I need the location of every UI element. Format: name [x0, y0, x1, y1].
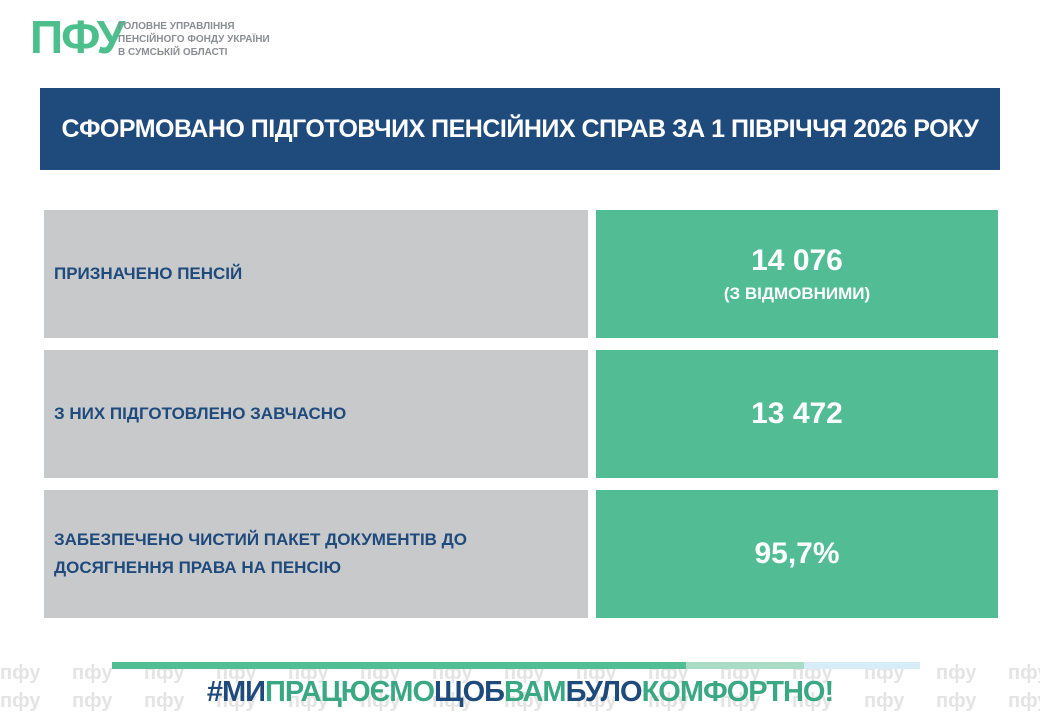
row-value: 95,7% — [596, 490, 998, 618]
bar-segment — [112, 662, 686, 669]
watermark-text: пфу — [360, 690, 401, 712]
row-label: ЗАБЕЗПЕЧЕНО ЧИСТИЙ ПАКЕТ ДОКУМЕНТІВ ДО Д… — [44, 490, 588, 618]
row-label: ПРИЗНАЧЕНО ПЕНСІЙ — [44, 210, 588, 338]
value-text: 14 076 — [751, 244, 843, 277]
label-text: З НИХ ПІДГОТОВЛЕНО ЗАВЧАСНО — [54, 404, 347, 423]
watermark-text: пфу — [0, 662, 41, 684]
row-value: 14 076 (З ВІДМОВНИМИ) — [596, 210, 998, 338]
org-name: ГОЛОВНЕ УПРАВЛІННЯ ПЕНСІЙНОГО ФОНДУ УКРА… — [118, 20, 270, 59]
watermark-text: пфу — [936, 662, 977, 684]
watermark-text: пфу — [0, 690, 41, 712]
watermark-text: пфу — [648, 690, 689, 712]
logo: ПФУ — [30, 11, 125, 63]
watermark-text: пфу — [72, 690, 113, 712]
watermark-text: пфу — [720, 690, 761, 712]
value-text: 13 472 — [751, 397, 843, 430]
label-text: ПРИЗНАЧЕНО ПЕНСІЙ — [54, 264, 243, 283]
label-text: ЗАБЕЗПЕЧЕНО ЧИСТИЙ ПАКЕТ ДОКУМЕНТІВ ДО Д… — [54, 530, 468, 577]
org-line: ГОЛОВНЕ УПРАВЛІННЯ — [118, 21, 235, 32]
watermark-text: пфу — [792, 690, 833, 712]
hashtag-word: БУЛО — [565, 676, 643, 708]
watermark-text: пфу — [432, 690, 473, 712]
hashtag-word: КОМФОРТНО! — [641, 676, 835, 708]
hashtag-word: #МИ — [206, 676, 266, 708]
bar-segment — [804, 662, 920, 669]
watermark-text: пфу — [936, 690, 977, 712]
row-value: 13 472 — [596, 350, 998, 478]
watermark-text: пфу — [144, 690, 185, 712]
hashtag-word: ВАМ — [503, 676, 567, 708]
title: СФОРМОВАНО ПІДГОТОВЧИХ ПЕНСІЙНИХ СПРАВ З… — [61, 114, 979, 143]
value-note: (З ВІДМОВНИМИ) — [723, 284, 871, 303]
org-line: В СУМСЬКІЙ ОБЛАСТІ — [118, 47, 228, 58]
watermark-text: пфу — [216, 690, 257, 712]
org-line: ПЕНСІЙНОГО ФОНДУ УКРАЇНИ — [118, 34, 270, 45]
watermark-text: пфу — [504, 690, 545, 712]
watermark-text: пфу — [72, 662, 113, 684]
title-bar: СФОРМОВАНО ПІДГОТОВЧИХ ПЕНСІЙНИХ СПРАВ З… — [40, 88, 1000, 170]
row-label: З НИХ ПІДГОТОВЛЕНО ЗАВЧАСНО — [44, 350, 588, 478]
watermark-text: пфу — [288, 690, 329, 712]
watermark-text: пфу — [576, 690, 617, 712]
watermark-text: пфу — [1008, 690, 1040, 712]
value-text: 95,7% — [754, 537, 840, 570]
watermark-text: пфу — [864, 690, 905, 712]
hashtag-word: ПРАЦЮЄМО — [265, 676, 435, 708]
hashtag: #МИПРАЦЮЄМОЩОБВАМБУЛОКОМФОРТНО! — [0, 676, 1040, 709]
hashtag-word: ЩОБ — [434, 676, 505, 708]
watermark-text: пфу — [1008, 662, 1040, 684]
bar-segment — [686, 662, 804, 669]
